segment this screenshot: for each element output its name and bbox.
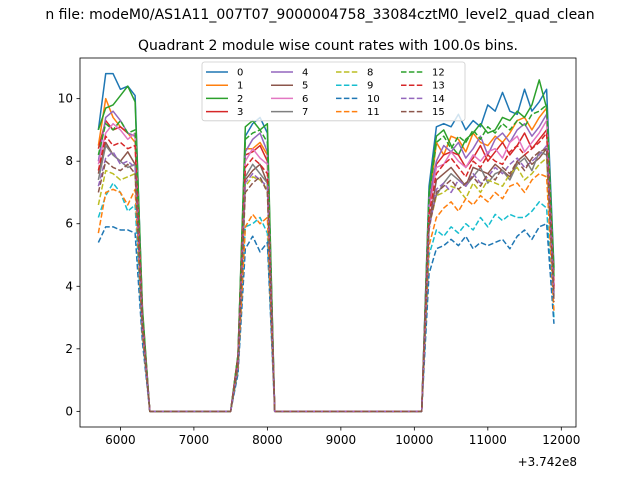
legend-label-7: 7	[302, 107, 308, 118]
legend-label-12: 12	[432, 68, 445, 79]
y-tick-label: 6	[65, 217, 73, 231]
legend-label-3: 3	[237, 107, 243, 118]
series-line-11	[97, 172, 555, 413]
legend-label-0: 0	[237, 68, 243, 79]
series-line-8	[97, 157, 555, 413]
series-group	[97, 72, 555, 413]
legend-label-9: 9	[367, 81, 373, 92]
legend-label-2: 2	[237, 94, 243, 105]
legend-label-6: 6	[302, 94, 308, 105]
x-tick-label: 10000	[395, 433, 433, 447]
series-line-10	[97, 222, 555, 413]
legend-label-1: 1	[237, 81, 243, 92]
legend-label-8: 8	[367, 68, 373, 79]
series-line-2	[97, 79, 555, 413]
legend-label-10: 10	[367, 94, 380, 105]
legend-label-14: 14	[432, 94, 445, 105]
series-line-7	[97, 144, 555, 413]
series-line-13	[97, 132, 555, 413]
axes-frame	[79, 57, 577, 428]
series-line-0	[97, 72, 555, 413]
y-tick-label: 4	[65, 279, 73, 293]
y-tick-label: 8	[65, 154, 73, 168]
legend-label-5: 5	[302, 81, 308, 92]
x-tick-label: 11000	[469, 433, 507, 447]
x-tick-label: 9000	[326, 433, 357, 447]
series-line-3	[97, 119, 555, 413]
figure-suptitle: n file: modeM0/AS1A11_007T07_9000004758_…	[45, 7, 594, 23]
y-tick-label: 0	[65, 404, 73, 418]
legend-label-15: 15	[432, 107, 445, 118]
series-line-1	[97, 97, 555, 413]
legend-frame	[201, 61, 466, 122]
x-tick-label: 8000	[252, 433, 283, 447]
series-line-14	[97, 144, 555, 413]
y-tick-label: 2	[65, 342, 73, 356]
series-line-6	[97, 119, 555, 413]
legend-label-11: 11	[367, 107, 380, 118]
legend-label-4: 4	[302, 68, 308, 79]
x-tick-label: 7000	[179, 433, 210, 447]
plot-area: 6000 7000 8000 9000 10000 11000 12000 0 2 4 6 8 10 0 1…	[58, 57, 580, 447]
chart-title: Quadrant 2 module wise count rates with …	[138, 38, 518, 54]
y-tick-label: 10	[58, 92, 73, 106]
series-line-9	[97, 182, 555, 413]
x-axis-offset-label: +3.742e8	[518, 455, 577, 469]
legend-label-13: 13	[432, 81, 445, 92]
series-line-5	[97, 141, 555, 413]
series-line-15	[97, 147, 555, 413]
x-tick-label: 12000	[542, 433, 580, 447]
x-tick-label: 6000	[105, 433, 136, 447]
